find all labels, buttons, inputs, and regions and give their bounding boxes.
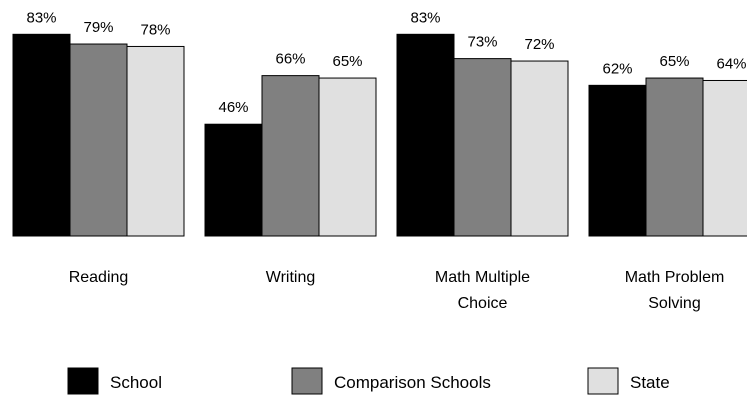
- value-label-reading-school: 83%: [26, 9, 56, 26]
- legend-swatch-state: [587, 367, 619, 395]
- bar-math-problem-solving-state: [702, 79, 747, 237]
- value-label-math-problem-solving-state: 64%: [716, 55, 746, 72]
- bar-writing-state: [318, 77, 377, 237]
- value-label-math-problem-solving-school: 62%: [602, 60, 632, 77]
- value-label-writing-state: 65%: [332, 53, 362, 70]
- category-label-math-problem-solving: Math Problem Solving: [625, 269, 725, 312]
- legend-swatch-comparison-schools: [291, 367, 323, 395]
- bar-math-multiple-choice-comparison-schools: [453, 58, 512, 237]
- value-label-reading-state: 78%: [140, 21, 170, 38]
- value-label-math-problem-solving-comparison-schools: 65%: [659, 53, 689, 70]
- bar-reading-state: [126, 45, 185, 237]
- category-label-writing: Writing: [266, 269, 316, 286]
- bar-math-problem-solving-comparison-schools: [645, 77, 704, 237]
- legend-label-state: State: [630, 373, 670, 392]
- value-label-reading-comparison-schools: 79%: [83, 19, 113, 36]
- value-label-writing-comparison-schools: 66%: [275, 51, 305, 68]
- bar-writing-school: [204, 123, 263, 237]
- value-label-math-multiple-choice-state: 72%: [524, 36, 554, 53]
- bar-math-multiple-choice-school: [396, 33, 455, 237]
- bars-layer: [12, 33, 747, 237]
- bar-writing-comparison-schools: [261, 75, 320, 237]
- value-labels-layer: 83% 79% 78% 46% 66% 65% 83% 73% 72% 62% 65% 64%: [26, 9, 746, 116]
- bar-math-multiple-choice-state: [510, 60, 569, 237]
- legend-label-school: School: [110, 373, 162, 392]
- legend-label-comparison-schools: Comparison Schools: [334, 373, 491, 392]
- category-labels-layer: Reading Writing Math Multiple Choice Math Pr…: [69, 269, 725, 312]
- category-label-reading: Reading: [69, 269, 129, 286]
- bar-reading-comparison-schools: [69, 43, 128, 237]
- bar-reading-school: [12, 33, 71, 237]
- value-label-math-multiple-choice-school: 83%: [410, 9, 440, 26]
- category-label-math-multiple-choice: Math Multiple Choice: [435, 269, 530, 312]
- legend: School Comparison Schools State: [67, 367, 670, 395]
- bar-math-problem-solving-school: [588, 84, 647, 237]
- value-label-math-multiple-choice-comparison-schools: 73%: [467, 34, 497, 51]
- legend-swatch-school: [67, 367, 99, 395]
- value-label-writing-school: 46%: [218, 99, 248, 116]
